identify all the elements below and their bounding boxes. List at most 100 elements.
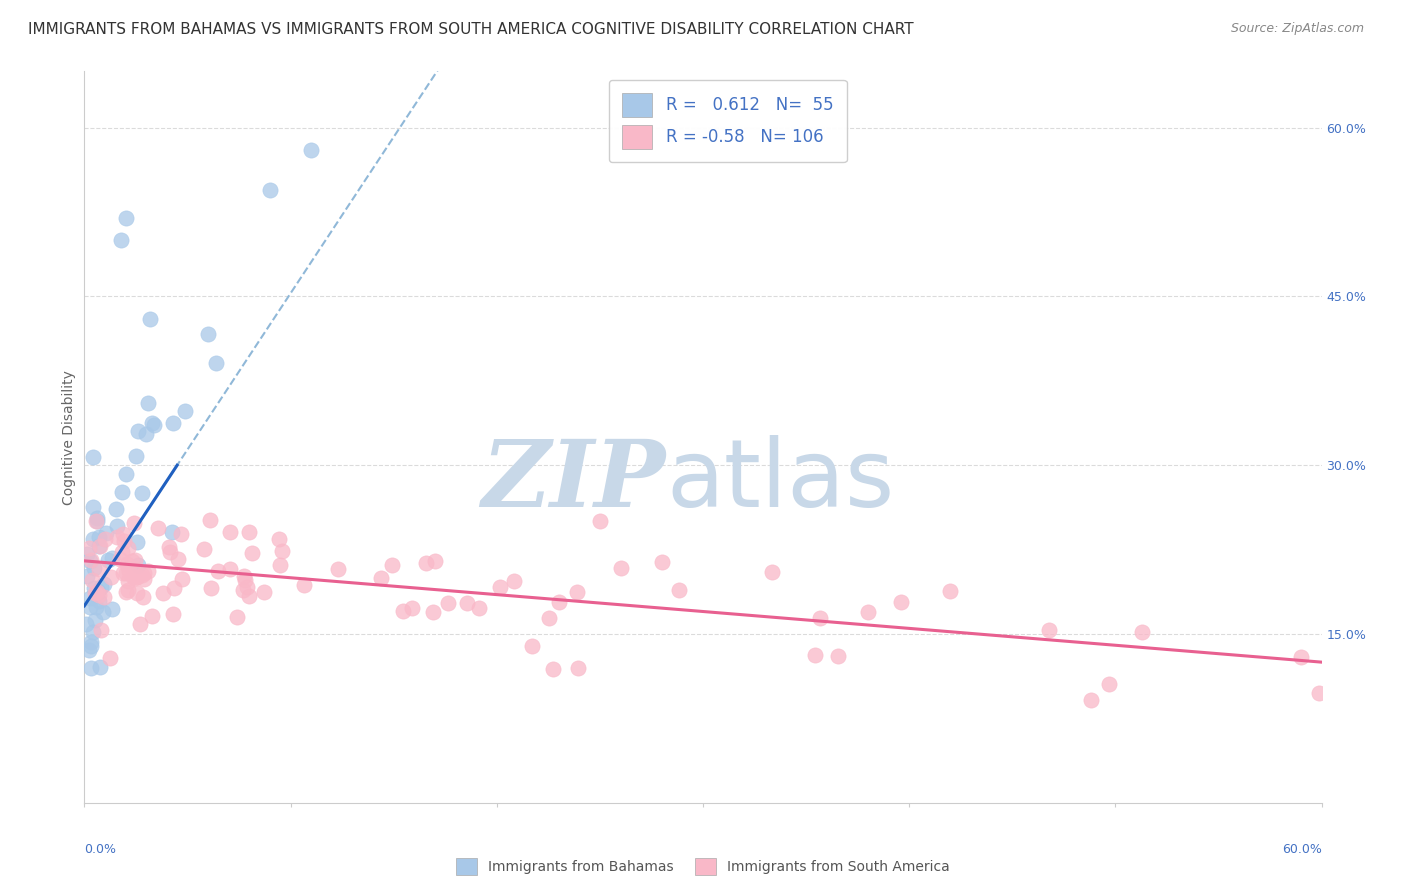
Point [1098, 677, 1121, 691]
Legend: Immigrants from Bahamas, Immigrants from South America: Immigrants from Bahamas, Immigrants from… [451, 853, 955, 880]
Point [115, 557, 138, 571]
Point [80, 639, 103, 653]
Point [142, 418, 165, 433]
Point [193, 541, 215, 556]
Point [114, 467, 136, 481]
Point [124, 571, 146, 585]
Point [82, 500, 104, 515]
Point [118, 564, 141, 578]
Point [761, 565, 783, 579]
Point [82, 450, 104, 465]
Point [94, 533, 117, 547]
Point [121, 554, 143, 568]
Point [83, 582, 105, 596]
Point [370, 571, 392, 585]
Point [502, 574, 524, 589]
Point [219, 562, 242, 576]
Point [84, 586, 107, 600]
Point [112, 533, 135, 548]
Point [668, 582, 690, 597]
Point [1289, 649, 1312, 664]
Point [422, 605, 444, 619]
Point [1038, 624, 1060, 638]
Point [122, 516, 145, 530]
Point [236, 580, 259, 594]
Point [111, 484, 134, 499]
Point [197, 327, 219, 342]
Point [538, 611, 561, 625]
Point [170, 526, 193, 541]
Point [139, 312, 162, 326]
Point [157, 541, 180, 555]
Point [565, 584, 588, 599]
Point [152, 586, 174, 600]
Point [267, 532, 290, 546]
Point [1080, 693, 1102, 707]
Point [117, 541, 139, 556]
Point [117, 574, 139, 588]
Point [79, 661, 101, 675]
Point [100, 570, 122, 584]
Point [522, 639, 544, 653]
Point [610, 561, 633, 575]
Point [80, 634, 103, 648]
Point [159, 544, 181, 558]
Point [232, 569, 254, 583]
Point [105, 519, 128, 533]
Point [292, 578, 315, 592]
Point [132, 572, 155, 586]
Point [827, 648, 849, 663]
Point [124, 553, 146, 567]
Point [121, 570, 143, 584]
Point [127, 570, 149, 584]
Point [100, 601, 122, 615]
Point [108, 552, 131, 566]
Point [141, 416, 163, 430]
Point [856, 605, 879, 619]
Point [135, 427, 157, 442]
Point [271, 544, 294, 558]
Point [89, 539, 111, 553]
Point [90, 580, 112, 594]
Point [91, 605, 114, 619]
Point [238, 524, 260, 539]
Point [97, 553, 120, 567]
Point [233, 574, 256, 588]
Point [468, 600, 491, 615]
Point [127, 558, 149, 573]
Point [125, 586, 148, 600]
Point [131, 567, 153, 582]
Point [808, 611, 831, 625]
Point [326, 562, 349, 576]
Point [76, 547, 98, 561]
Point [456, 596, 478, 610]
Point [86, 583, 108, 598]
Point [89, 539, 111, 553]
Point [110, 233, 132, 247]
Point [200, 582, 222, 596]
Point [125, 449, 148, 463]
Point [98, 650, 121, 665]
Text: 0.0%: 0.0% [84, 843, 117, 856]
Point [129, 616, 152, 631]
Point [134, 566, 156, 581]
Point [541, 662, 564, 676]
Point [238, 589, 260, 603]
Point [423, 554, 446, 568]
Point [804, 648, 827, 663]
Point [269, 558, 291, 572]
Point [650, 555, 672, 569]
Point [114, 211, 136, 225]
Point [79, 591, 101, 605]
Point [240, 546, 263, 560]
Point [112, 566, 135, 580]
Text: ZIP: ZIP [482, 436, 666, 526]
Point [104, 502, 127, 516]
Point [79, 554, 101, 568]
Point [136, 564, 159, 578]
Point [86, 514, 108, 528]
Legend: R =   0.612   N=  55, R = -0.58   N= 106: R = 0.612 N= 55, R = -0.58 N= 106 [609, 79, 846, 161]
Point [83, 613, 105, 627]
Point [87, 594, 110, 608]
Point [401, 601, 423, 615]
